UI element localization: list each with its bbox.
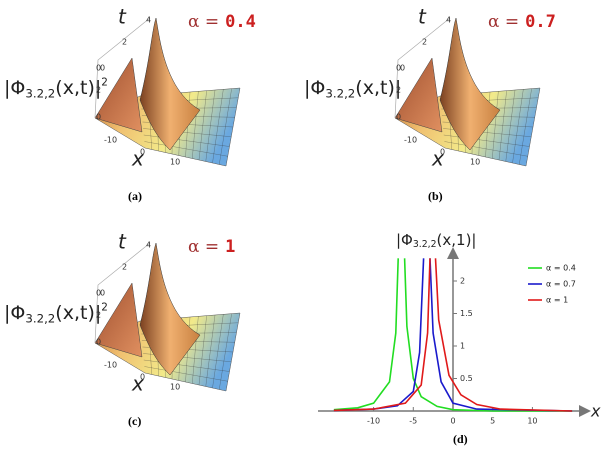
phi-label: |Φ3.2,2(x,1)| — [396, 231, 476, 250]
t-tick: 0 — [100, 64, 105, 73]
t-tick: 4 — [146, 241, 151, 250]
z-tick: 0 — [96, 289, 101, 298]
label-part: α = — [188, 12, 219, 32]
series-line — [333, 258, 573, 412]
label-part: α = — [188, 237, 219, 257]
z-tick: 2 — [96, 311, 101, 320]
box-edge — [394, 17, 451, 119]
label-part: 0.7 — [525, 12, 556, 32]
x-tick: -10 — [104, 136, 117, 145]
t-tick: 0 — [400, 64, 405, 73]
legend-label: α = 1 — [546, 296, 568, 305]
z-tick: 0 — [96, 113, 101, 122]
caption: (d) — [453, 432, 468, 446]
label-part: 3.2,2 — [25, 311, 55, 325]
caption: (c) — [128, 414, 141, 428]
x-tick: -10 — [404, 136, 417, 145]
t-tick: 2 — [122, 38, 127, 47]
label-part: 0.4 — [225, 12, 256, 32]
x-label: x — [131, 372, 144, 396]
t-tick: 2 — [122, 263, 127, 272]
z-tick: 0 — [96, 64, 101, 73]
series-line — [333, 258, 573, 412]
wedge — [394, 57, 443, 133]
x-tick-label: 10 — [527, 417, 537, 426]
x-tick: -10 — [104, 361, 117, 370]
label-part: 2 — [101, 76, 108, 88]
y-tick-label: 1 — [460, 342, 465, 351]
spike — [139, 17, 201, 151]
mesh-line — [143, 359, 230, 372]
x-tick-label: -10 — [367, 417, 380, 426]
z-tick: 0 — [396, 113, 401, 122]
spike — [139, 242, 201, 376]
z-tick: 0 — [396, 64, 401, 73]
x-label: x — [590, 402, 601, 421]
t-label: t — [418, 5, 427, 29]
spike — [439, 17, 501, 151]
wedge — [94, 282, 143, 358]
label-part: α = — [488, 12, 519, 32]
label-part: 3.2,2 — [413, 239, 437, 250]
x-tick: 0 — [140, 373, 145, 382]
z-tick: 2 — [396, 86, 401, 95]
x-tick: 10 — [170, 158, 180, 167]
t-tick: 0 — [100, 289, 105, 298]
mesh-line — [444, 141, 528, 157]
label-part: (x,t)| — [55, 302, 101, 324]
t-tick: 2 — [422, 38, 427, 47]
x-tick-label: 5 — [490, 417, 495, 426]
x-label: x — [431, 147, 444, 171]
z-tick: 2 — [96, 86, 101, 95]
x-tick-label: -5 — [409, 417, 417, 426]
label-part: 3.2,2 — [325, 86, 355, 100]
y-tick-label: 1.5 — [460, 309, 473, 318]
x-tick: 10 — [470, 158, 480, 167]
caption: (a) — [128, 189, 142, 203]
t-tick: 4 — [146, 16, 151, 25]
mesh-line — [443, 134, 530, 147]
label-part: 1 — [225, 237, 235, 257]
x-label: x — [131, 147, 144, 171]
label-part: 2 — [101, 301, 108, 313]
alpha: α = 0.7 — [488, 12, 556, 33]
label-part: |Φ — [304, 77, 325, 99]
legend-label: α = 0.4 — [546, 264, 576, 273]
y-tick-label: 2 — [460, 277, 465, 286]
phi-label: |Φ3.2,2(x,t)|2 — [4, 301, 108, 325]
label-part: |Φ — [396, 231, 413, 249]
x-tick: 10 — [170, 383, 180, 392]
mesh-line — [143, 134, 230, 147]
x-tick: 0 — [140, 148, 145, 157]
phi-label: |Φ3.2,2(x,t)| — [304, 77, 401, 100]
label-part: (x,t)| — [355, 77, 401, 99]
alpha: α = 1 — [188, 237, 235, 258]
wedge — [94, 57, 143, 133]
label-part: 3.2,2 — [25, 86, 55, 100]
label-part: (x,t)| — [55, 77, 101, 99]
t-label: t — [118, 5, 127, 29]
mesh-line — [144, 141, 228, 157]
t-tick: 4 — [446, 16, 451, 25]
x-tick-label: 0 — [450, 417, 455, 426]
x-tick: 0 — [440, 148, 445, 157]
legend-label: α = 0.7 — [546, 280, 576, 289]
alpha: α = 0.4 — [188, 12, 256, 33]
label-part: |Φ — [4, 77, 25, 99]
caption: (b) — [428, 189, 443, 203]
z-tick: 0 — [96, 338, 101, 347]
phi-label: |Φ3.2,2(x,t)|2 — [4, 76, 108, 100]
box-edge — [94, 17, 151, 119]
box-edge — [94, 242, 151, 344]
y-tick-label: 0.5 — [460, 374, 473, 383]
t-label: t — [118, 230, 127, 254]
label-part: (x,1)| — [437, 231, 477, 249]
label-part: |Φ — [4, 302, 25, 324]
mesh-line — [144, 366, 228, 382]
